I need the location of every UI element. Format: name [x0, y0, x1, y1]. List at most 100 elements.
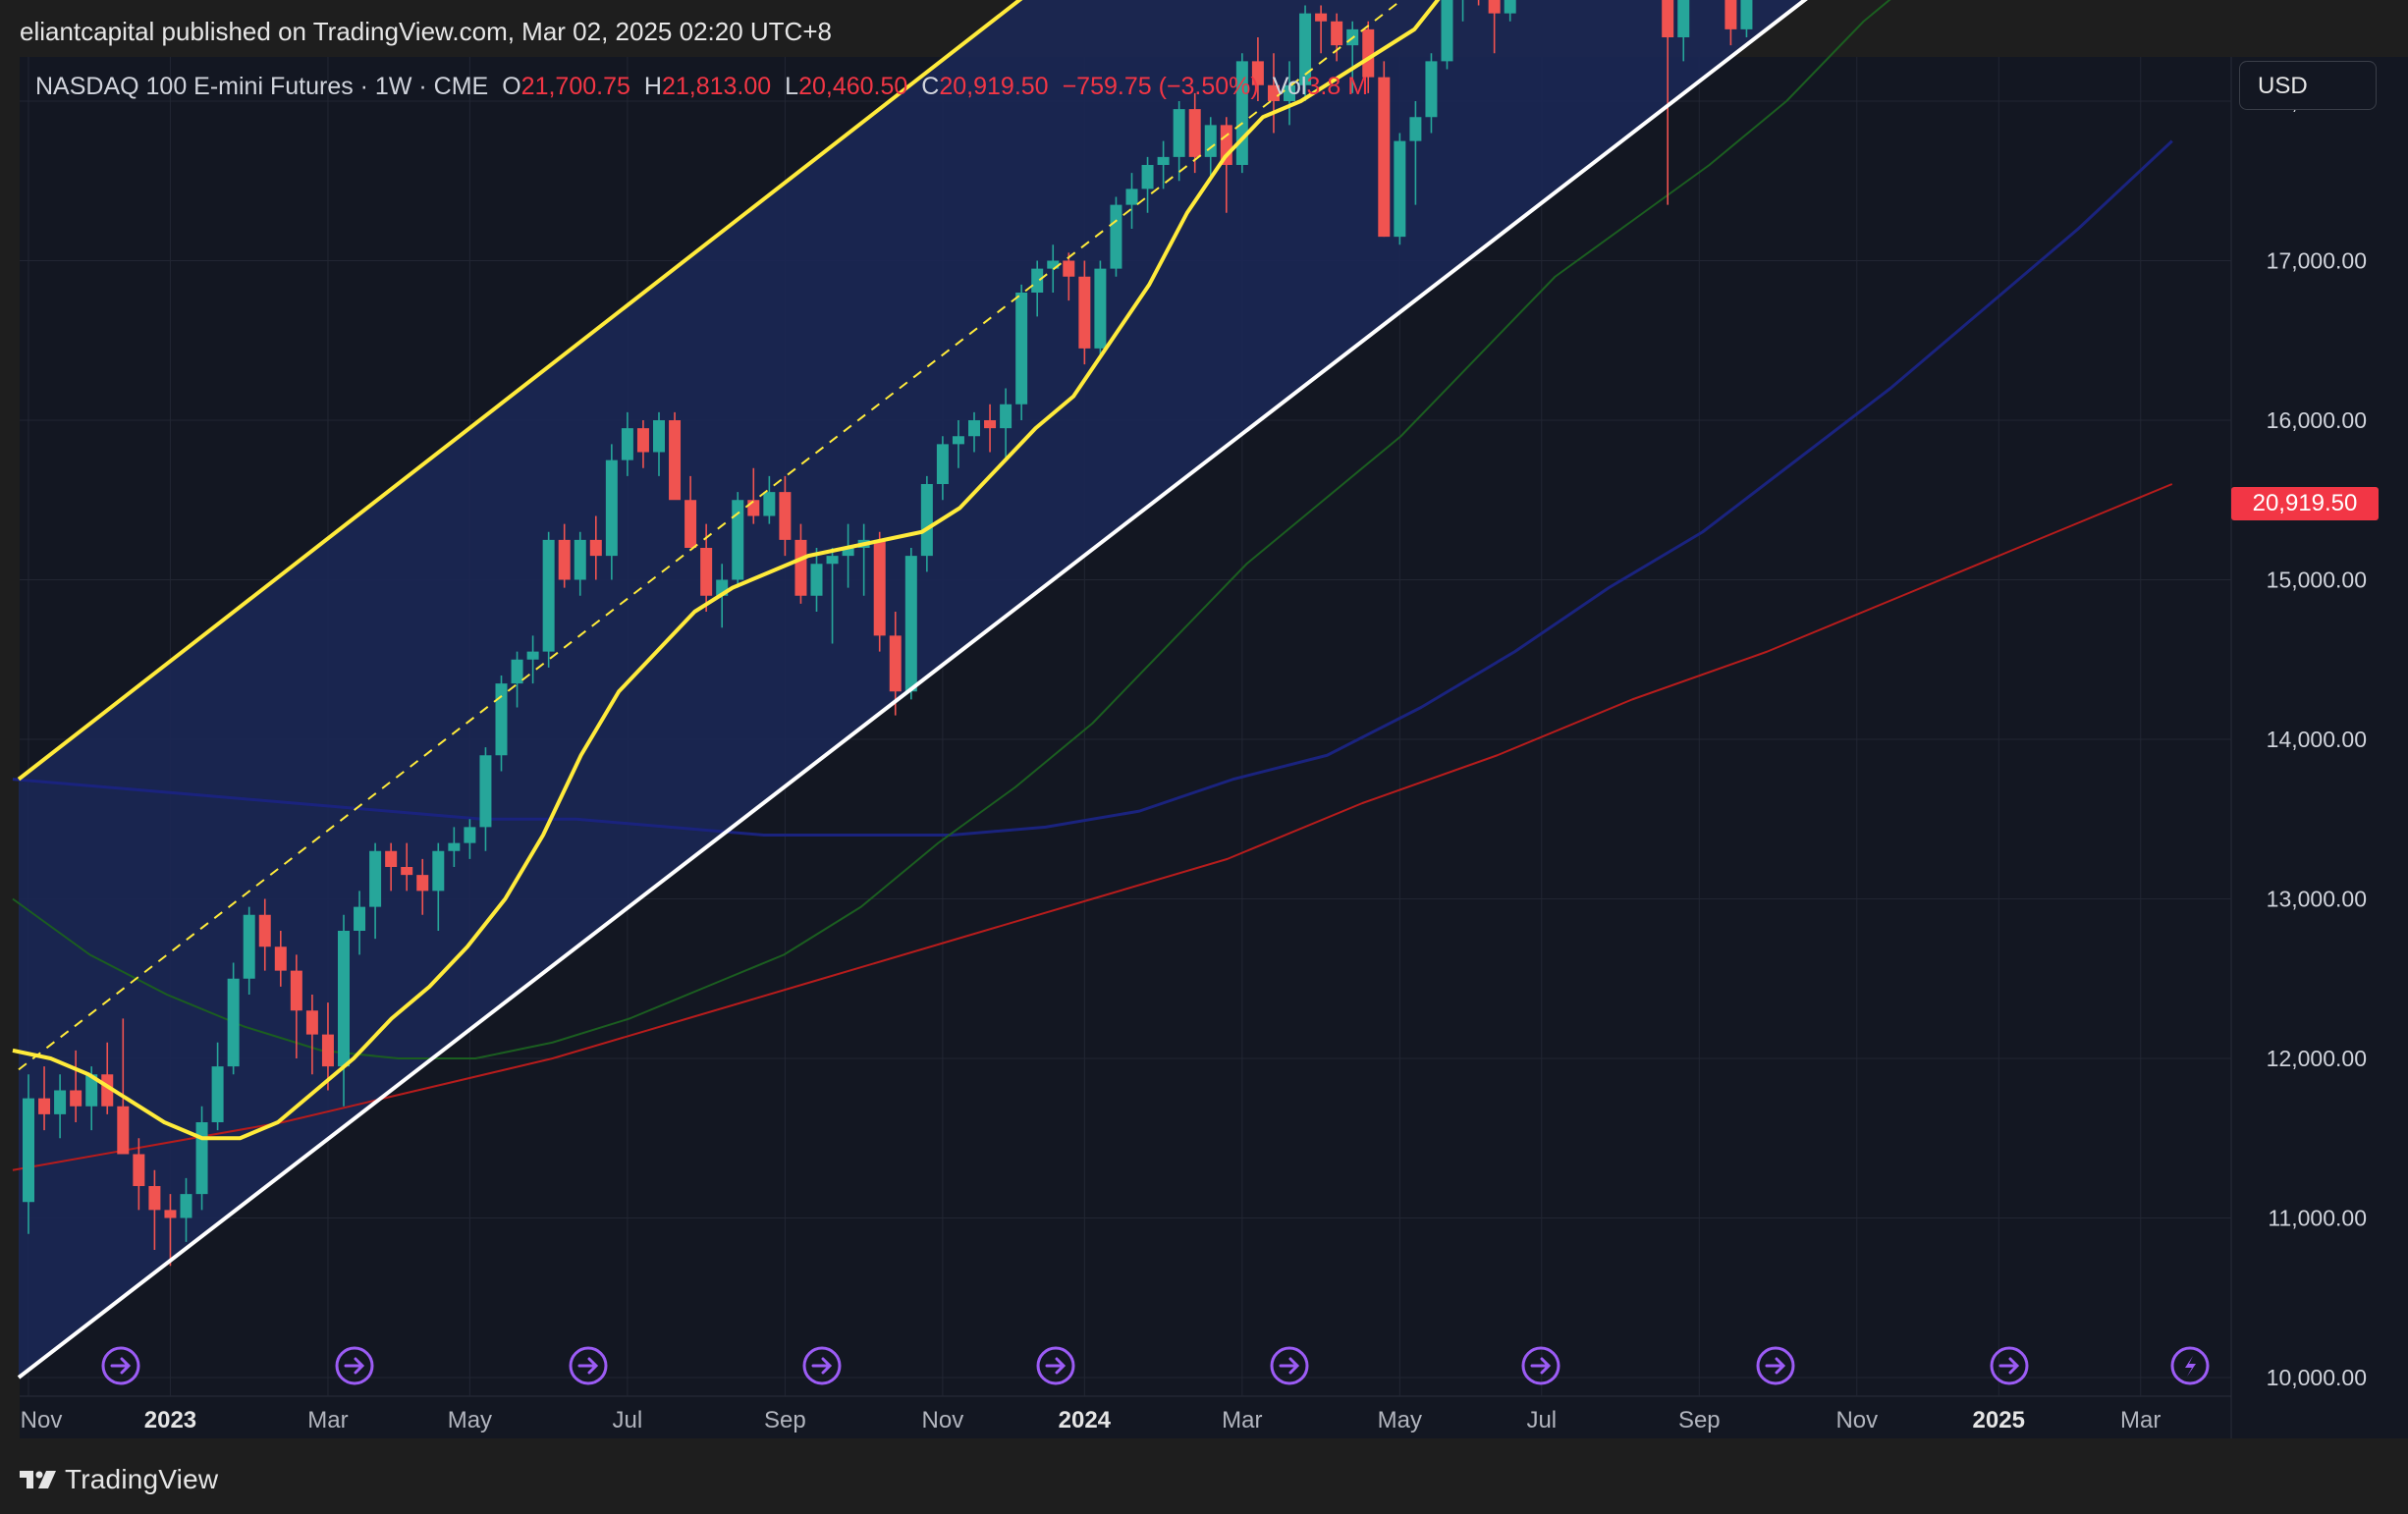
x-tick-label: Sep [1678, 1407, 1721, 1433]
candle-body [70, 1090, 82, 1107]
moving-average-red [12, 483, 2173, 1171]
candle-body [1188, 109, 1201, 157]
dividend-event-arrow [811, 1357, 833, 1375]
y-tick-label: 16,000.00 [2267, 407, 2367, 433]
candle-body [385, 850, 398, 867]
x-tick-label: Nov [1835, 1407, 1878, 1433]
candle-body [636, 428, 649, 453]
candle-body [669, 420, 682, 501]
dividend-event-icon [1521, 1346, 1560, 1385]
candle-body [401, 867, 413, 876]
candle-body [511, 659, 523, 684]
candle-body [732, 500, 744, 580]
candle-body [873, 539, 886, 636]
candle-body [258, 914, 271, 947]
candle-body [589, 539, 602, 557]
y-tick-label: 10,000.00 [2267, 1365, 2367, 1390]
candle-body [148, 1186, 161, 1211]
candle-body [448, 842, 461, 851]
candle-body [54, 1090, 67, 1114]
moving-average-yellow [12, 0, 1441, 1141]
x-tick-label: Sep [764, 1407, 806, 1433]
candle-body [779, 492, 792, 540]
volume-label: Vol [1272, 73, 1307, 100]
dividend-event-arrow [1530, 1357, 1552, 1375]
last-price-tag: 20,919.50 [2231, 487, 2379, 520]
candle-body [889, 635, 902, 692]
candle-body [1441, 0, 1453, 62]
candle-body [1394, 140, 1406, 238]
candle-body [243, 914, 255, 979]
time-axis-background [20, 1396, 2231, 1438]
symbol-legend: NASDAQ 100 E-mini Futures · 1W · CME O 2… [35, 73, 1382, 101]
candle-body [574, 539, 586, 580]
symbol-title[interactable]: NASDAQ 100 E-mini Futures · 1W · CME [35, 73, 489, 100]
high-label: H [643, 73, 662, 100]
candle-body [1284, 84, 1295, 101]
candle-body [85, 1074, 98, 1107]
candle-body [1000, 404, 1012, 429]
candle-body [1015, 293, 1028, 405]
candle-body [117, 1106, 130, 1155]
close-value: 20,919.50 [939, 73, 1049, 100]
dividend-event-icon [802, 1346, 842, 1385]
currency-button[interactable]: USD [2239, 61, 2377, 110]
candle-body [1267, 84, 1280, 101]
channel-lower-line [17, 0, 1808, 1379]
candle-body [38, 1098, 51, 1114]
moving-average-blue [12, 139, 2173, 837]
dividend-event-arrow [577, 1357, 599, 1375]
candle-body [180, 1194, 192, 1218]
candle-body [1047, 260, 1060, 269]
open-label: O [502, 73, 521, 100]
candle-body [1157, 156, 1170, 165]
y-tick-label: 13,000.00 [2267, 887, 2367, 912]
dividend-event-arrow [1765, 1357, 1786, 1375]
channel-upper-line [17, 0, 1023, 782]
candle-body [558, 539, 571, 580]
candle-body [1094, 268, 1107, 349]
candle-body [164, 1210, 177, 1218]
y-tick-label: 12,000.00 [2267, 1046, 2367, 1071]
candle-body [274, 946, 287, 971]
low-label: L [785, 73, 799, 100]
candle-body [1409, 117, 1422, 141]
x-tick-label: Mar [1222, 1407, 1262, 1433]
candle-body [479, 755, 492, 828]
dividend-event-icon [1756, 1346, 1795, 1385]
tradingview-wordmark: TradingView [65, 1464, 219, 1494]
dividend-event-arrow [1045, 1357, 1067, 1375]
x-tick-label: 2024 [1059, 1407, 1112, 1433]
candle-body [794, 539, 807, 596]
candle-body [542, 539, 555, 652]
x-tick-label: 2025 [1973, 1407, 2025, 1433]
dividend-event-icon [1990, 1346, 2029, 1385]
y-tick-label: 15,000.00 [2267, 568, 2367, 593]
low-value: 20,460.50 [798, 73, 908, 100]
dividend-event-icon [1036, 1346, 1075, 1385]
candle-body [432, 850, 445, 892]
candle-body [904, 556, 917, 692]
candle-body [338, 931, 350, 1067]
candle-body [1504, 0, 1516, 14]
candle-body [1362, 28, 1375, 78]
candle-body [920, 484, 933, 557]
candle-body [133, 1154, 145, 1186]
dividend-event-icon [569, 1346, 608, 1385]
candle-body [1331, 21, 1343, 46]
volume-value: 3.8 M [1306, 73, 1369, 100]
candle-body [23, 1098, 34, 1203]
candle-body [495, 683, 508, 756]
candle-body [321, 1034, 334, 1067]
candle-body [763, 492, 776, 516]
y-tick-label: 14,000.00 [2267, 727, 2367, 752]
tradingview-logo[interactable]: TradingView [20, 1463, 218, 1496]
candle-body [464, 827, 476, 843]
x-tick-label: 2023 [144, 1407, 196, 1433]
price-axis-background [2231, 57, 2408, 1438]
candle-body [369, 850, 382, 907]
x-tick-label: Nov [922, 1407, 964, 1433]
x-tick-label: May [448, 1407, 492, 1433]
x-tick-label: Mar [2120, 1407, 2161, 1433]
